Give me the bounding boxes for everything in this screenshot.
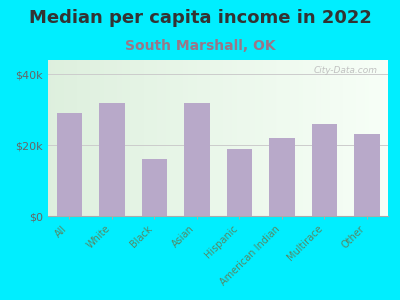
Bar [184, 103, 210, 216]
Text: City-Data.com: City-Data.com [314, 66, 378, 75]
Bar [99, 103, 124, 216]
Bar [312, 124, 337, 216]
Bar [56, 113, 82, 216]
Bar [226, 148, 252, 216]
Bar [269, 138, 294, 216]
Bar [142, 159, 167, 216]
Text: Median per capita income in 2022: Median per capita income in 2022 [28, 9, 372, 27]
Text: South Marshall, OK: South Marshall, OK [125, 39, 275, 53]
Bar [354, 134, 380, 216]
